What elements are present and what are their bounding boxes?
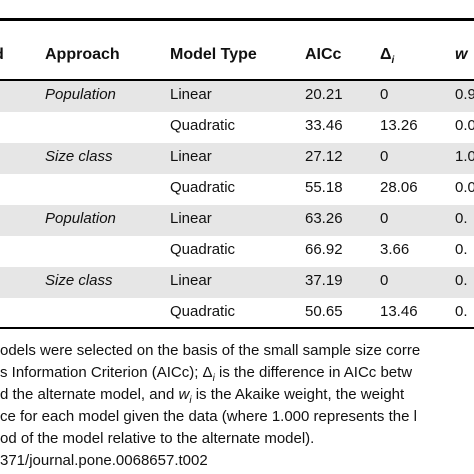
table-cell: 3.66 <box>380 241 410 258</box>
table-cell: 66.92 <box>305 241 343 258</box>
row-band <box>0 81 474 112</box>
table-cell: 55.18 <box>305 179 343 196</box>
table-cell: 0 <box>380 272 389 289</box>
footnote-text: s Information Criterion (AICc); Δ <box>0 364 213 381</box>
footnote-line: ce for each model given the data (where … <box>0 407 417 427</box>
table-cell: 33.46 <box>305 117 343 134</box>
table-cell: Population <box>45 210 116 227</box>
header-rule <box>0 79 474 81</box>
footnote-text: is the difference in AICc betw <box>214 364 413 381</box>
top-rule <box>0 18 474 21</box>
table-cell: Quadratic <box>170 241 236 258</box>
table-cell: 28.06 <box>380 179 418 196</box>
header-cell: w <box>455 46 468 63</box>
header-cell: Δi <box>380 45 394 71</box>
table-cell: 0. <box>455 272 468 289</box>
table-cell: Quadratic <box>170 117 236 134</box>
footnote-line: odels were selected on the basis of the … <box>0 341 420 361</box>
footnote-line: d the alternate model, and wi is the Aka… <box>0 385 404 411</box>
footnote-text: ce for each model given the data (where … <box>0 408 417 425</box>
header-symbol: Δ <box>380 46 392 63</box>
footnote-text: odels were selected on the basis of the … <box>0 342 421 359</box>
table-cell: 37.19 <box>305 272 343 289</box>
header-cell: d <box>0 45 4 65</box>
table-cell: 50.65 <box>305 303 343 320</box>
table-cell: 27.12 <box>305 148 343 165</box>
footnote-text: d the alternate model, and <box>0 386 179 403</box>
row-band <box>0 267 474 298</box>
footnote-text: i <box>189 395 192 406</box>
table-cell: 0. <box>455 303 468 320</box>
table-cell: Quadratic <box>170 179 236 196</box>
footnote-text: is the Akaike weight, the weight <box>191 386 405 403</box>
table-cell: 1.0 <box>455 148 474 165</box>
header-sub: i <box>391 55 395 67</box>
table-cell: Linear <box>170 272 212 289</box>
footnote-text: od of the model relative to the alternat… <box>0 430 315 447</box>
table-cell: Population <box>45 86 116 103</box>
table-cell: Size class <box>45 148 113 165</box>
header-cell: AICc <box>305 46 342 63</box>
footnote-line: 371/journal.pone.0068657.t002 <box>0 451 208 471</box>
table-cell: Linear <box>170 86 212 103</box>
table-cell: 63.26 <box>305 210 343 227</box>
table-cell: 0 <box>380 86 389 103</box>
table-cell: Linear <box>170 210 212 227</box>
footnote-text: 371/journal.pone.0068657.t002 <box>0 452 208 469</box>
table-cell: Linear <box>170 148 212 165</box>
table-cell: 13.26 <box>380 117 418 134</box>
footnote-text: w <box>178 386 190 403</box>
footnote-line: s Information Criterion (AICc); Δi is th… <box>0 363 412 389</box>
footnote-line: od of the model relative to the alternat… <box>0 429 314 449</box>
table-cell: Quadratic <box>170 303 236 320</box>
table-cell: 0.9 <box>455 86 474 103</box>
header-cell: Approach <box>45 46 120 63</box>
table-cell: 0 <box>380 148 389 165</box>
footnote-text: i <box>212 373 215 384</box>
bottom-rule <box>0 327 474 329</box>
table-cell: 0 <box>380 210 389 227</box>
table-cell: 0.0 <box>455 179 474 196</box>
table-cell: 0. <box>455 210 468 227</box>
row-band <box>0 205 474 236</box>
row-band <box>0 143 474 174</box>
table-cell: Size class <box>45 272 113 289</box>
table-cell: 20.21 <box>305 86 343 103</box>
table-cell: 13.46 <box>380 303 418 320</box>
table-cell: 0. <box>455 241 468 258</box>
header-cell: Model Type <box>170 46 257 63</box>
table-cell: 0.0 <box>455 117 474 134</box>
